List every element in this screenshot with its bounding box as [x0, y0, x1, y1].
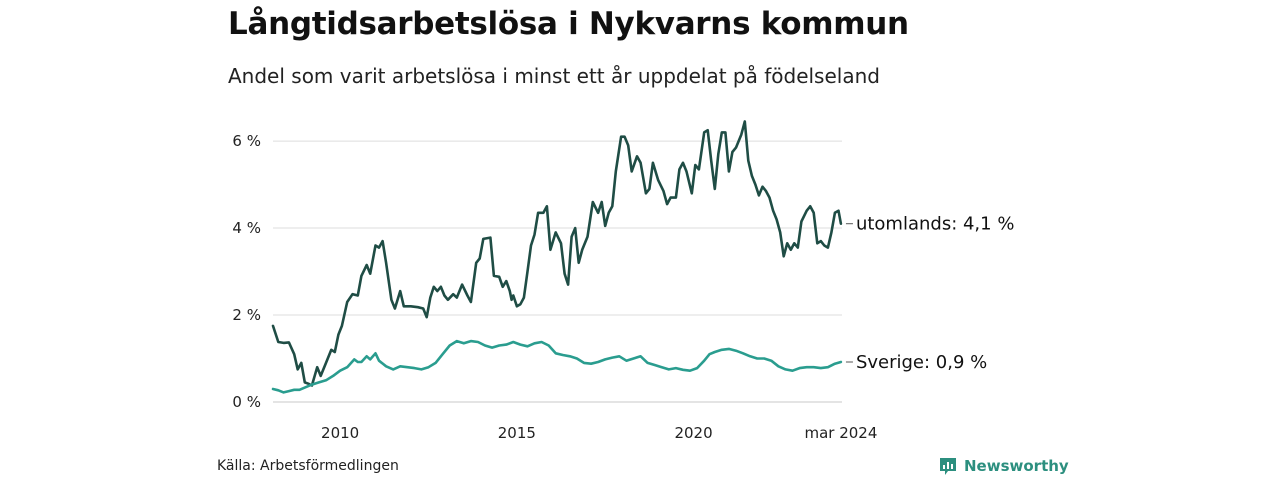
- end-label-utomlands: utomlands: 4,1 %: [856, 214, 1015, 235]
- newsworthy-logo-icon: [940, 458, 956, 475]
- y-tick-label: 2 %: [232, 306, 261, 324]
- end-labels: utomlands: 4,1 % Sverige: 0,9 %: [845, 214, 1015, 373]
- x-tick-label: 2015: [498, 424, 536, 442]
- x-axis-ticks: 2010 2015 2020 mar 2024: [321, 424, 877, 442]
- brand-name: Newsworthy: [964, 457, 1069, 475]
- y-tick-label: 0 %: [232, 393, 261, 411]
- y-tick-label: 6 %: [232, 132, 261, 150]
- y-tick-label: 4 %: [232, 219, 261, 237]
- series-lines: [271, 120, 843, 394]
- x-tick-label: 2020: [674, 424, 712, 442]
- series-line-sverige: [271, 339, 843, 394]
- brand-logo: Newsworthy: [938, 456, 1069, 476]
- x-tick-label: mar 2024: [804, 424, 877, 442]
- chart-title: Långtidsarbetslösa i Nykvarns kommun: [228, 6, 909, 42]
- source-note: Källa: Arbetsförmedlingen: [217, 458, 399, 474]
- line-chart: 0 % 2 % 4 % 6 % 2010 2015 2020 mar 2024 utomla…: [232, 120, 1015, 442]
- end-label-sverige: Sverige: 0,9 %: [856, 352, 987, 373]
- chart-subtitle: Andel som varit arbetslösa i minst ett å…: [228, 64, 880, 88]
- x-tick-label: 2010: [321, 424, 359, 442]
- series-line-utomlands: [271, 120, 843, 387]
- y-axis-ticks: 0 % 2 % 4 % 6 %: [232, 132, 261, 411]
